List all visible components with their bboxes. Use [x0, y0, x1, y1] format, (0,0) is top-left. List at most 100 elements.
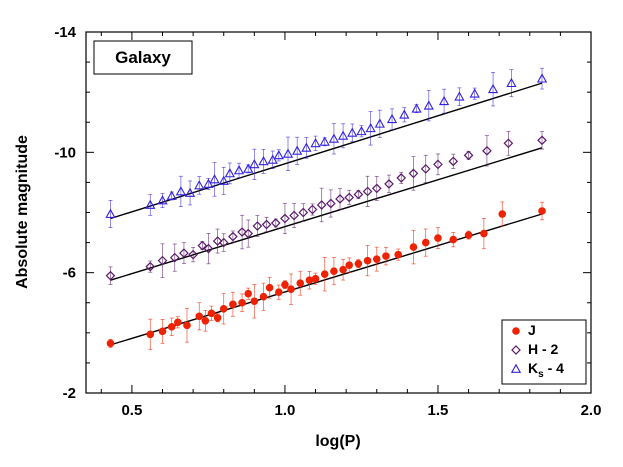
data-point — [298, 207, 309, 218]
data-point — [282, 148, 294, 158]
data-point — [197, 240, 208, 251]
data-point — [194, 180, 205, 190]
data-point — [319, 136, 330, 146]
data-point — [188, 249, 198, 260]
data-point — [536, 73, 548, 83]
data-point — [409, 243, 418, 251]
x-axis-title: log(P) — [315, 433, 360, 450]
data-point — [280, 213, 290, 224]
data-point — [261, 219, 272, 230]
series-points — [106, 201, 546, 350]
data-point — [212, 236, 223, 246]
data-point — [330, 267, 338, 275]
data-point — [498, 210, 507, 218]
data-point — [464, 231, 473, 239]
data-point — [511, 345, 521, 355]
data-point — [292, 145, 303, 155]
data-point — [374, 118, 385, 128]
data-point — [480, 229, 488, 238]
data-point — [289, 210, 299, 221]
legend-label-subscript: s — [538, 369, 544, 380]
legend-label-suffix: - 4 — [544, 360, 564, 376]
data-point — [328, 133, 340, 143]
data-point — [394, 250, 402, 259]
data-point — [203, 243, 214, 254]
data-point — [243, 163, 254, 173]
fit-lines — [110, 82, 543, 346]
data-point — [174, 318, 182, 327]
data-point — [201, 316, 210, 325]
data-point — [224, 168, 235, 178]
data-point — [365, 122, 376, 133]
legend-label: Ks - 4 — [528, 360, 564, 380]
data-point — [356, 125, 367, 136]
data-point — [270, 218, 281, 228]
data-point — [219, 304, 228, 313]
data-point — [106, 339, 115, 348]
data-point — [449, 235, 458, 244]
data-point — [218, 175, 229, 185]
data-point — [454, 91, 465, 101]
data-point — [145, 261, 156, 272]
data-point — [506, 77, 517, 88]
data-point — [218, 237, 229, 248]
y-tick-labels: -14 -10 -6 -2 — [54, 24, 76, 402]
data-point — [353, 189, 364, 200]
data-point — [512, 327, 520, 335]
data-point — [384, 179, 394, 189]
data-point — [105, 208, 116, 218]
data-point — [311, 274, 320, 283]
data-point — [281, 280, 289, 289]
data-point — [296, 279, 305, 287]
data-point — [320, 270, 329, 278]
data-point — [434, 234, 442, 242]
fit-line — [110, 82, 543, 220]
data-point — [275, 288, 283, 297]
series-points — [105, 67, 548, 228]
data-point — [258, 156, 269, 166]
data-point — [354, 259, 363, 268]
data-points — [105, 67, 548, 350]
data-point — [448, 156, 459, 167]
data-point — [175, 186, 187, 196]
fit-line — [110, 213, 543, 346]
data-point — [244, 289, 253, 298]
axis-ticks — [86, 31, 591, 394]
data-point — [157, 255, 168, 266]
legend-entry: Ks - 4 — [510, 360, 564, 380]
data-point — [337, 130, 349, 140]
data-point — [335, 194, 345, 204]
data-point — [310, 137, 321, 148]
data-point — [372, 255, 381, 263]
data-point — [371, 183, 382, 194]
data-point — [146, 330, 155, 339]
data-point — [179, 248, 189, 258]
data-point — [325, 198, 336, 209]
data-point — [487, 83, 499, 94]
data-point — [421, 238, 430, 247]
data-point — [482, 145, 492, 156]
y-tick-label: -6 — [63, 265, 76, 282]
data-point — [207, 309, 216, 318]
data-point — [363, 256, 372, 265]
data-point — [203, 178, 214, 188]
data-point — [167, 323, 176, 331]
panel-label: Galaxy — [115, 48, 171, 67]
y-tick-label: -14 — [54, 24, 76, 41]
x-tick-label: 1.0 — [275, 402, 296, 419]
x-tick-labels: 0.5 1.0 1.5 2.0 — [121, 402, 601, 419]
legend-entry: H - 2 — [511, 341, 559, 357]
data-point — [382, 252, 390, 260]
data-point — [145, 199, 156, 209]
data-point — [243, 228, 254, 239]
data-point — [157, 195, 168, 205]
legend-entry: J — [512, 322, 536, 338]
data-point — [273, 150, 284, 160]
data-point — [433, 159, 443, 170]
data-point — [250, 297, 259, 306]
data-point — [510, 363, 522, 373]
panel-label-box: Galaxy — [93, 40, 193, 75]
series-points — [105, 130, 547, 285]
data-point — [158, 327, 167, 336]
